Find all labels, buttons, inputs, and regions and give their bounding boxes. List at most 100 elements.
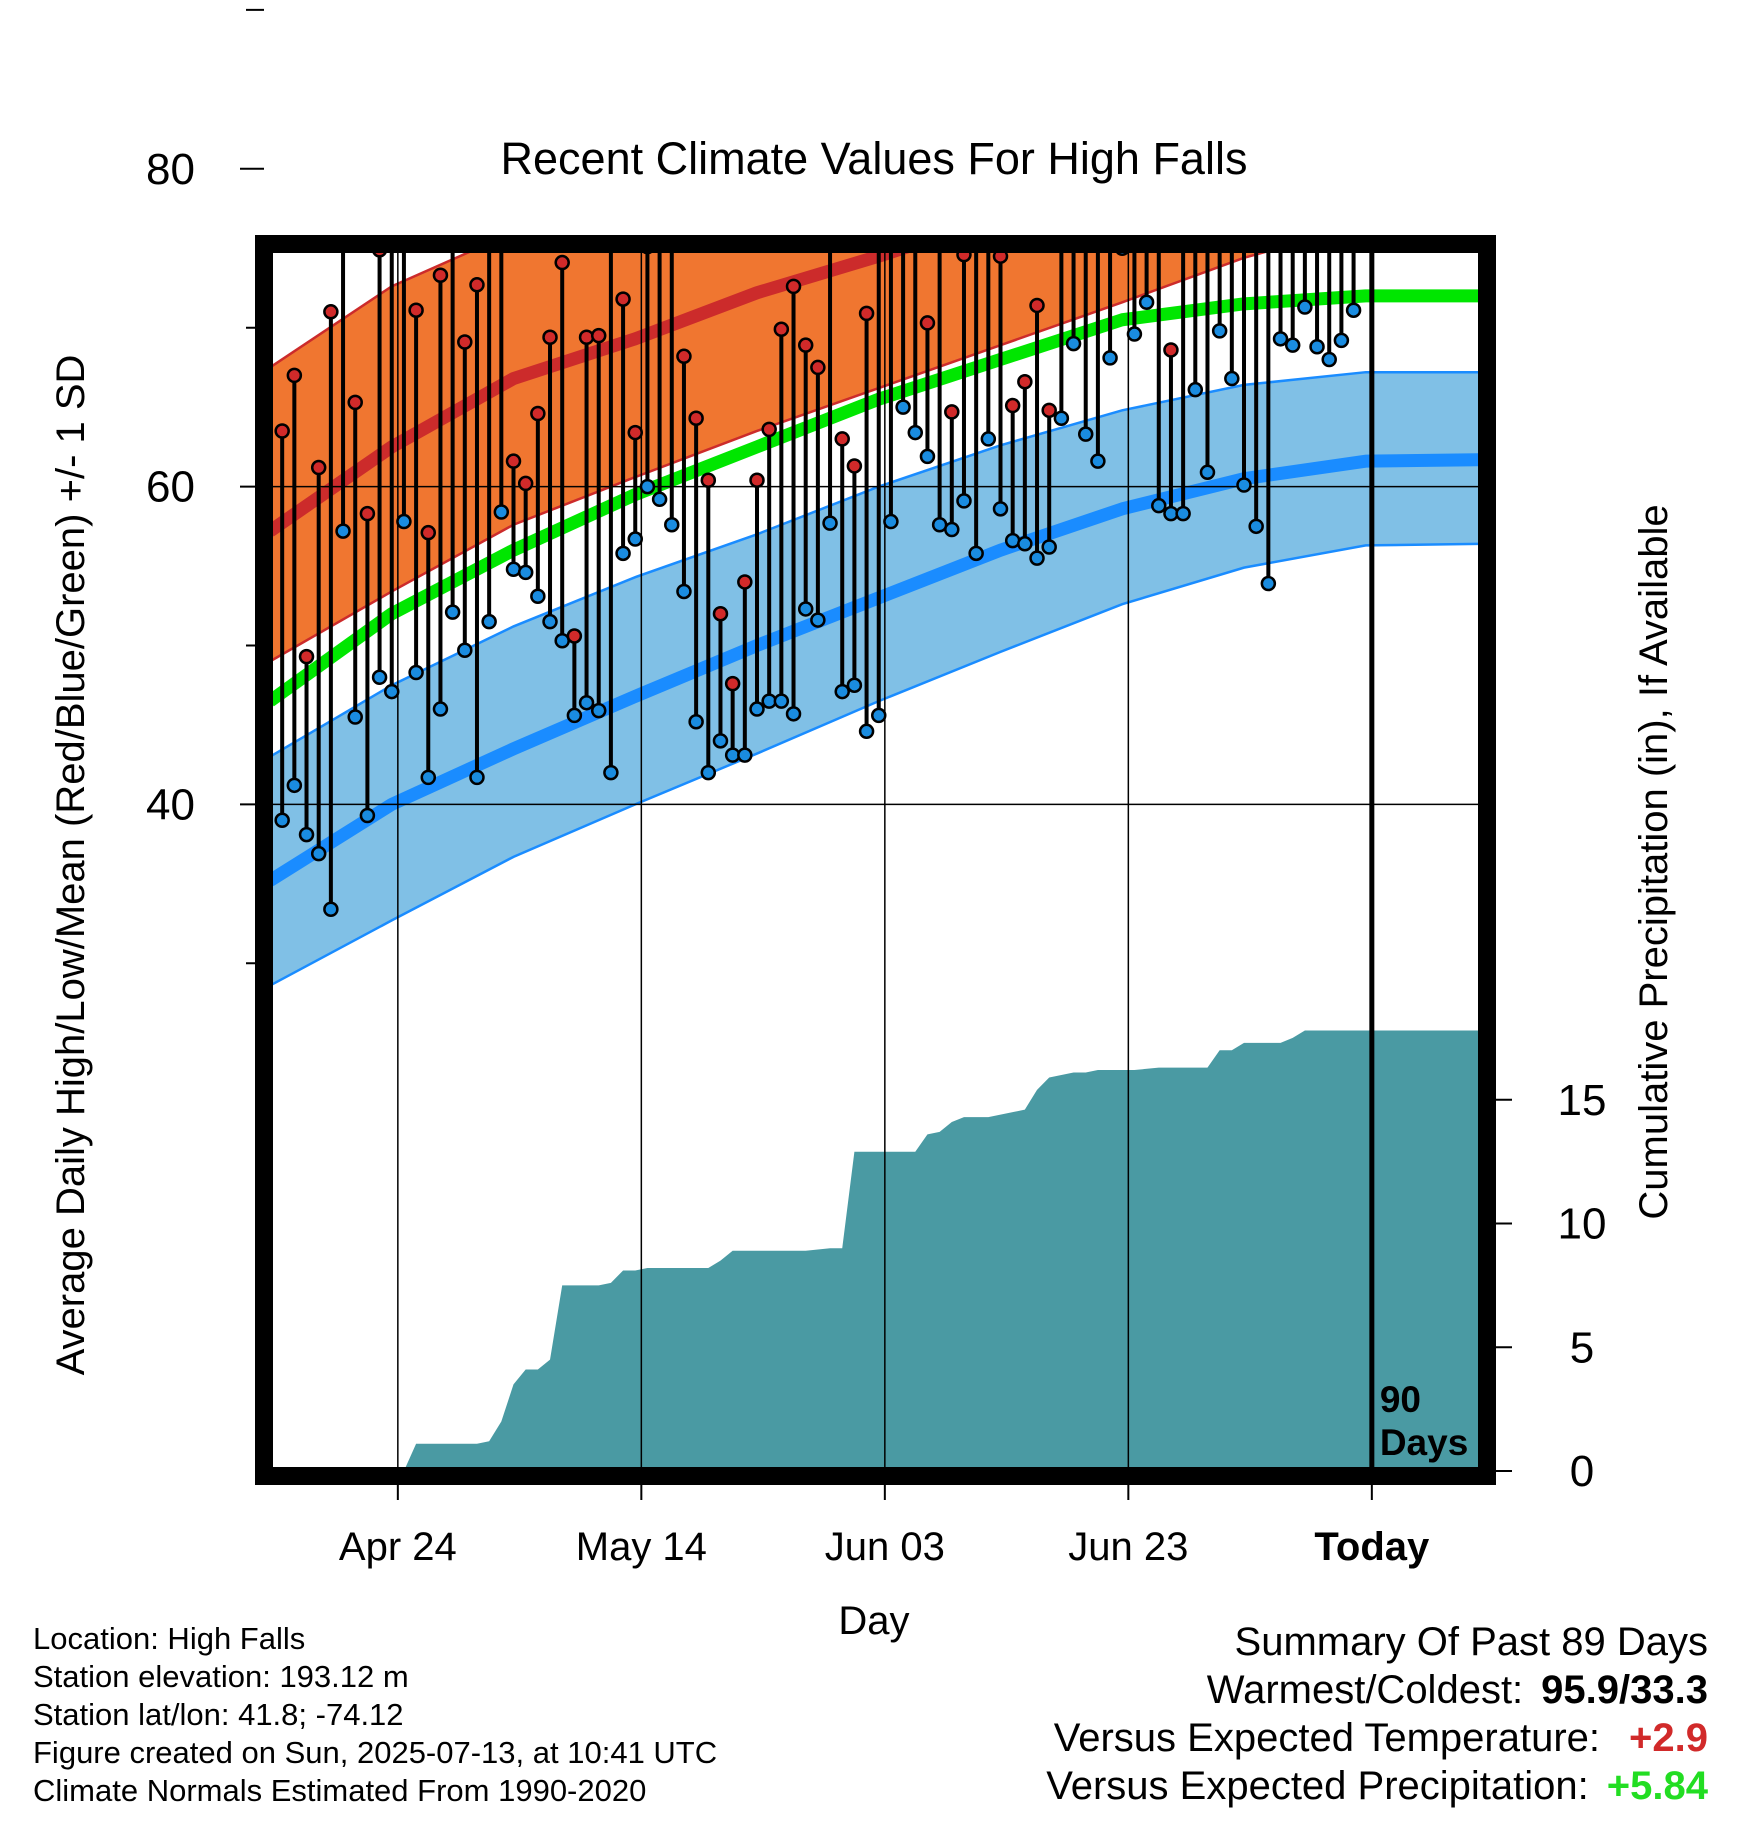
high-temp-point [749,472,765,488]
low-temp-point [1236,477,1252,493]
high-temp-point [310,459,327,476]
high-temp-point [1238,105,1251,118]
low-temp-point [1126,326,1143,342]
low-temp-point [1151,497,1167,514]
low-temp-point [919,448,936,465]
low-temp-point [944,521,960,538]
high-temp-point [724,675,741,692]
summary-heading: Summary Of Past 89 Days [1234,1620,1708,1664]
high-temp-point [897,15,910,28]
low-temp-point [1260,575,1277,592]
low-temp-point [968,545,984,562]
x-tick-label: Jun 23 [1068,1525,1188,1569]
chart-title: Recent Climate Values For High Falls [501,133,1248,184]
low-temp-point [542,613,558,630]
high-temp-point [846,458,863,474]
y-tick-label: 80 [146,145,195,194]
high-temp-point [1177,105,1190,118]
low-temp-point [335,523,351,539]
high-temp-point [884,69,897,82]
today-days-number: 90 [1380,1379,1421,1420]
low-temp-point [992,501,1009,517]
low-temp-point [457,642,473,659]
temp-label: Versus Expected Temperature: [1053,1716,1600,1760]
high-temp-point [408,302,424,318]
extremes-label: Warmest/Coldest: [1206,1668,1524,1712]
high-temp-point [298,648,315,665]
temp-value: +2.9 [1629,1716,1708,1760]
high-temp-point [1274,53,1287,66]
high-temp-point [1055,194,1068,207]
low-temp-point [1345,302,1362,318]
y2-tick-label: 10 [1558,1200,1607,1249]
high-temp-point [688,410,704,427]
low-temp-point [444,604,461,620]
low-temp-point [578,694,595,711]
low-temp-point [1065,335,1082,352]
low-temp-point [1224,370,1240,387]
high-temp-point [517,475,534,492]
high-temp-point [420,524,437,541]
low-temp-point [603,764,619,781]
today-days-word: Days [1380,1422,1468,1463]
low-temp-point [651,491,668,508]
high-temp-point [1152,215,1165,228]
low-temp-point [846,677,863,693]
latlon-text: Station lat/lon: 41.8; -74.12 [33,1697,404,1732]
high-temp-point [761,421,777,438]
low-temp-point [1333,332,1350,349]
low-temp-point [1284,337,1301,353]
high-temp-point [347,394,363,411]
low-temp-point [1175,505,1191,522]
high-temp-point [872,213,885,226]
low-temp-point [797,601,814,617]
low-temp-point [286,777,303,794]
low-temp-point [737,747,753,763]
high-temp-point [337,64,350,77]
low-temp-point [347,709,363,725]
low-temp-point [1309,339,1325,355]
low-temp-point [858,723,875,740]
high-temp-point [1311,97,1324,110]
low-temp-point [469,769,485,786]
low-temp-point [676,583,692,600]
high-temp-point [919,315,936,331]
high-temp-point [1286,67,1299,80]
low-temp-point [895,399,911,415]
low-temp-point [1138,294,1155,311]
high-temp-point [773,321,790,338]
high-temp-point [834,431,850,447]
plot-frame [255,235,1496,1485]
precip-area [403,1030,1487,1471]
high-temp-point [530,405,546,422]
low-temp-point [834,683,850,700]
low-temp-point [481,613,497,630]
location-text: Location: High Falls [33,1621,306,1656]
high-temp-point [1017,373,1033,390]
low-temp-point [432,701,449,717]
low-temp-point [1102,350,1118,366]
low-temp-point [956,493,972,509]
high-temp-point [1104,78,1117,91]
high-temp-point [1262,124,1275,137]
high-temp-point [1213,35,1226,48]
low-temp-point [420,769,437,786]
high-temp-point [446,156,459,169]
high-temp-point [359,505,376,522]
high-temp-point [1004,397,1021,414]
low-temp-point [785,706,802,722]
high-temp-point [737,574,753,590]
high-temp-point [274,423,290,439]
high-sd-band [270,244,1295,662]
high-temp-point [1225,116,1238,129]
high-temp-point [712,605,729,622]
high-temp-point [615,291,631,307]
high-temp-point [1029,297,1045,314]
created-text: Figure created on Sun, 2025-07-13, at 10… [33,1735,718,1770]
high-temp-point [1323,118,1336,131]
high-temp-point [1347,89,1360,102]
high-temp-point [432,267,449,284]
low-temp-point [883,513,899,530]
x-tick-label: Jun 03 [825,1525,945,1569]
